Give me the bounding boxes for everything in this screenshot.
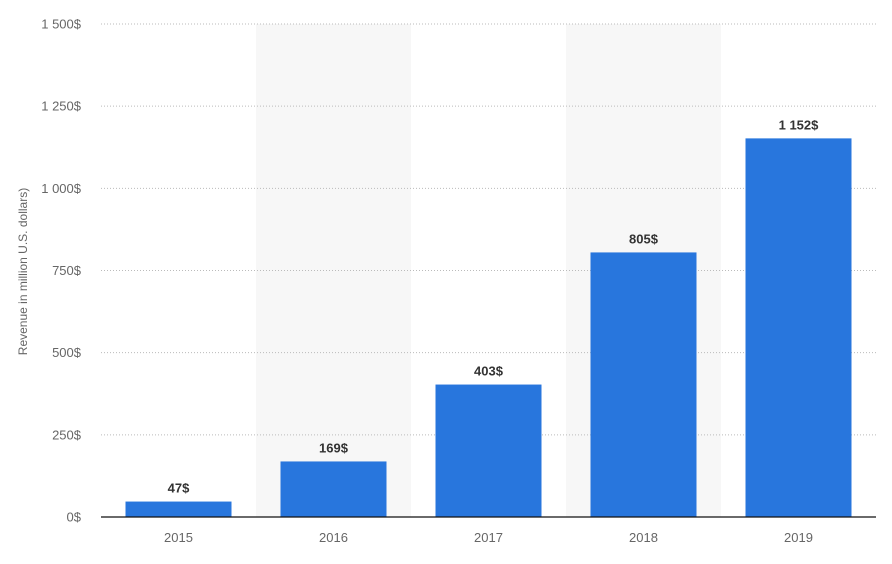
data-label-2018: 805$ [629, 231, 659, 246]
y-tick-label: 250$ [52, 427, 82, 442]
y-axis-label: Revenue in million U.S. dollars) [16, 188, 30, 355]
x-tick-label-2017: 2017 [474, 530, 503, 545]
bar-2016[interactable] [280, 461, 387, 517]
y-tick-label: 1 000$ [41, 181, 82, 196]
data-labels: 47$ 169$ 403$ 805$ 1 152$ [168, 117, 820, 495]
bars [125, 138, 852, 517]
y-tick-label: 500$ [52, 345, 82, 360]
data-label-2015: 47$ [168, 481, 190, 496]
bar-2017[interactable] [435, 384, 542, 517]
data-label-2017: 403$ [474, 364, 504, 379]
y-tick-label: 0$ [67, 510, 82, 525]
data-label-2016: 169$ [319, 440, 349, 455]
bar-2019[interactable] [745, 138, 852, 517]
x-tick-label-2016: 2016 [319, 530, 348, 545]
x-tick-labels: 2015 2016 2017 2018 2019 [164, 530, 813, 545]
x-tick-label-2018: 2018 [629, 530, 658, 545]
x-tick-label-2015: 2015 [164, 530, 193, 545]
y-tick-label: 1 250$ [41, 99, 82, 114]
x-tick-label-2019: 2019 [784, 530, 813, 545]
bar-2015[interactable] [125, 501, 232, 517]
y-tick-labels: 0$ 250$ 500$ 750$ 1 000$ 1 250$ 1 500$ [41, 17, 82, 525]
bar-2018[interactable] [590, 252, 697, 517]
data-label-2019: 1 152$ [779, 117, 820, 132]
y-tick-label: 750$ [52, 263, 82, 278]
y-tick-label: 1 500$ [41, 17, 82, 32]
